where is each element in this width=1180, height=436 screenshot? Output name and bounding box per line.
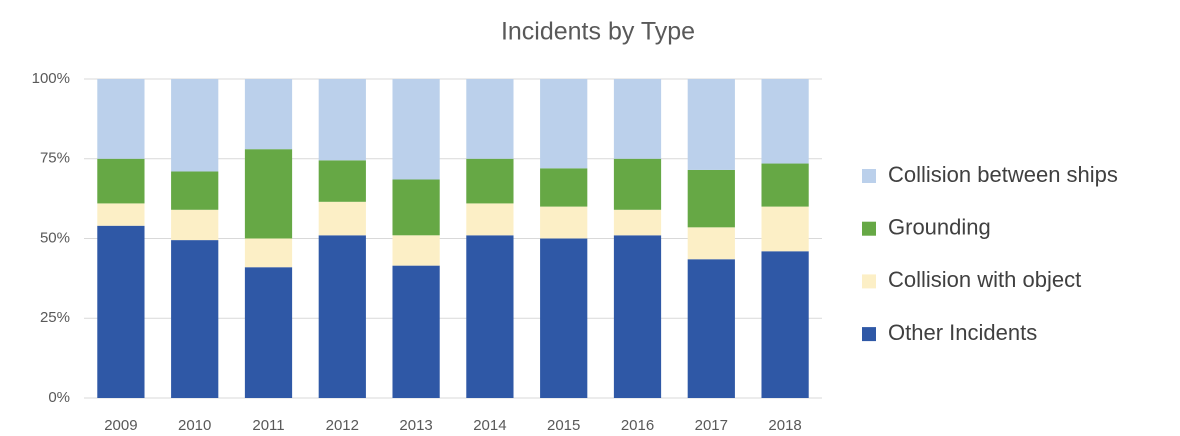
- x-tick-label: 2016: [621, 417, 654, 434]
- bar-segment: [540, 206, 588, 239]
- bar-segment: [687, 169, 735, 228]
- bar-segment: [244, 238, 293, 268]
- bar-segment: [97, 158, 145, 204]
- bar-segment: [613, 235, 662, 398]
- bar-segment: [171, 79, 219, 172]
- bar-segment: [244, 267, 293, 398]
- bar-segment: [392, 179, 440, 236]
- legend-swatch: [862, 169, 876, 183]
- bar-segment: [244, 149, 293, 239]
- bar-segment: [171, 171, 219, 210]
- bar-segment: [392, 265, 440, 398]
- bar-segment: [318, 201, 366, 236]
- bar-segment: [687, 227, 735, 260]
- bar-segment: [540, 238, 588, 398]
- bar-segment: [97, 225, 145, 398]
- y-tick-label: 25%: [40, 309, 70, 326]
- x-tick-label: 2017: [695, 417, 728, 434]
- bar-segment: [318, 235, 366, 398]
- bar-segment: [761, 79, 809, 164]
- x-tick-label: 2009: [104, 417, 137, 434]
- bar-segment: [613, 79, 662, 159]
- bar-segment: [392, 235, 440, 266]
- bar-segment: [466, 79, 514, 159]
- bar-segment: [466, 158, 514, 204]
- bar-segment: [540, 79, 588, 169]
- bar-segment: [540, 168, 588, 207]
- legend-swatch: [862, 221, 876, 236]
- legend-label: Collision between ships: [888, 162, 1118, 187]
- legend-swatch: [862, 274, 876, 289]
- bar-segment: [687, 79, 735, 170]
- bar-segment: [97, 79, 145, 159]
- bar-segment: [97, 203, 145, 226]
- x-tick-label: 2010: [178, 417, 211, 434]
- y-tick-label: 0%: [48, 389, 70, 406]
- bar-segment: [761, 206, 809, 252]
- x-tick-label: 2015: [547, 417, 580, 434]
- bar-segment: [392, 79, 440, 180]
- legend-swatch: [862, 327, 876, 342]
- bar-segment: [687, 259, 735, 398]
- bar-segment: [761, 251, 809, 398]
- legend-label: Grounding: [888, 215, 991, 240]
- bar-segment: [613, 209, 662, 236]
- x-tick-label: 2011: [252, 417, 284, 434]
- bar-segment: [613, 158, 662, 210]
- bar-segment: [318, 160, 366, 202]
- bar-segment: [171, 240, 219, 398]
- chart-title: Incidents by Type: [501, 18, 695, 46]
- bar-segment: [466, 235, 514, 398]
- y-tick-label: 50%: [40, 229, 70, 246]
- x-tick-label: 2018: [768, 417, 801, 434]
- x-tick-label: 2012: [326, 417, 359, 434]
- legend-label: Collision with object: [888, 267, 1081, 292]
- y-tick-label: 75%: [40, 150, 70, 167]
- x-tick-label: 2014: [473, 417, 506, 434]
- bar-segment: [244, 79, 293, 150]
- bar-segment: [171, 209, 219, 241]
- bar-segment: [761, 163, 809, 207]
- bar-segment: [318, 79, 366, 161]
- x-tick-label: 2013: [399, 417, 432, 434]
- legend-label: Other Incidents: [888, 320, 1037, 345]
- y-tick-label: 100%: [32, 70, 70, 87]
- bar-segment: [466, 203, 514, 236]
